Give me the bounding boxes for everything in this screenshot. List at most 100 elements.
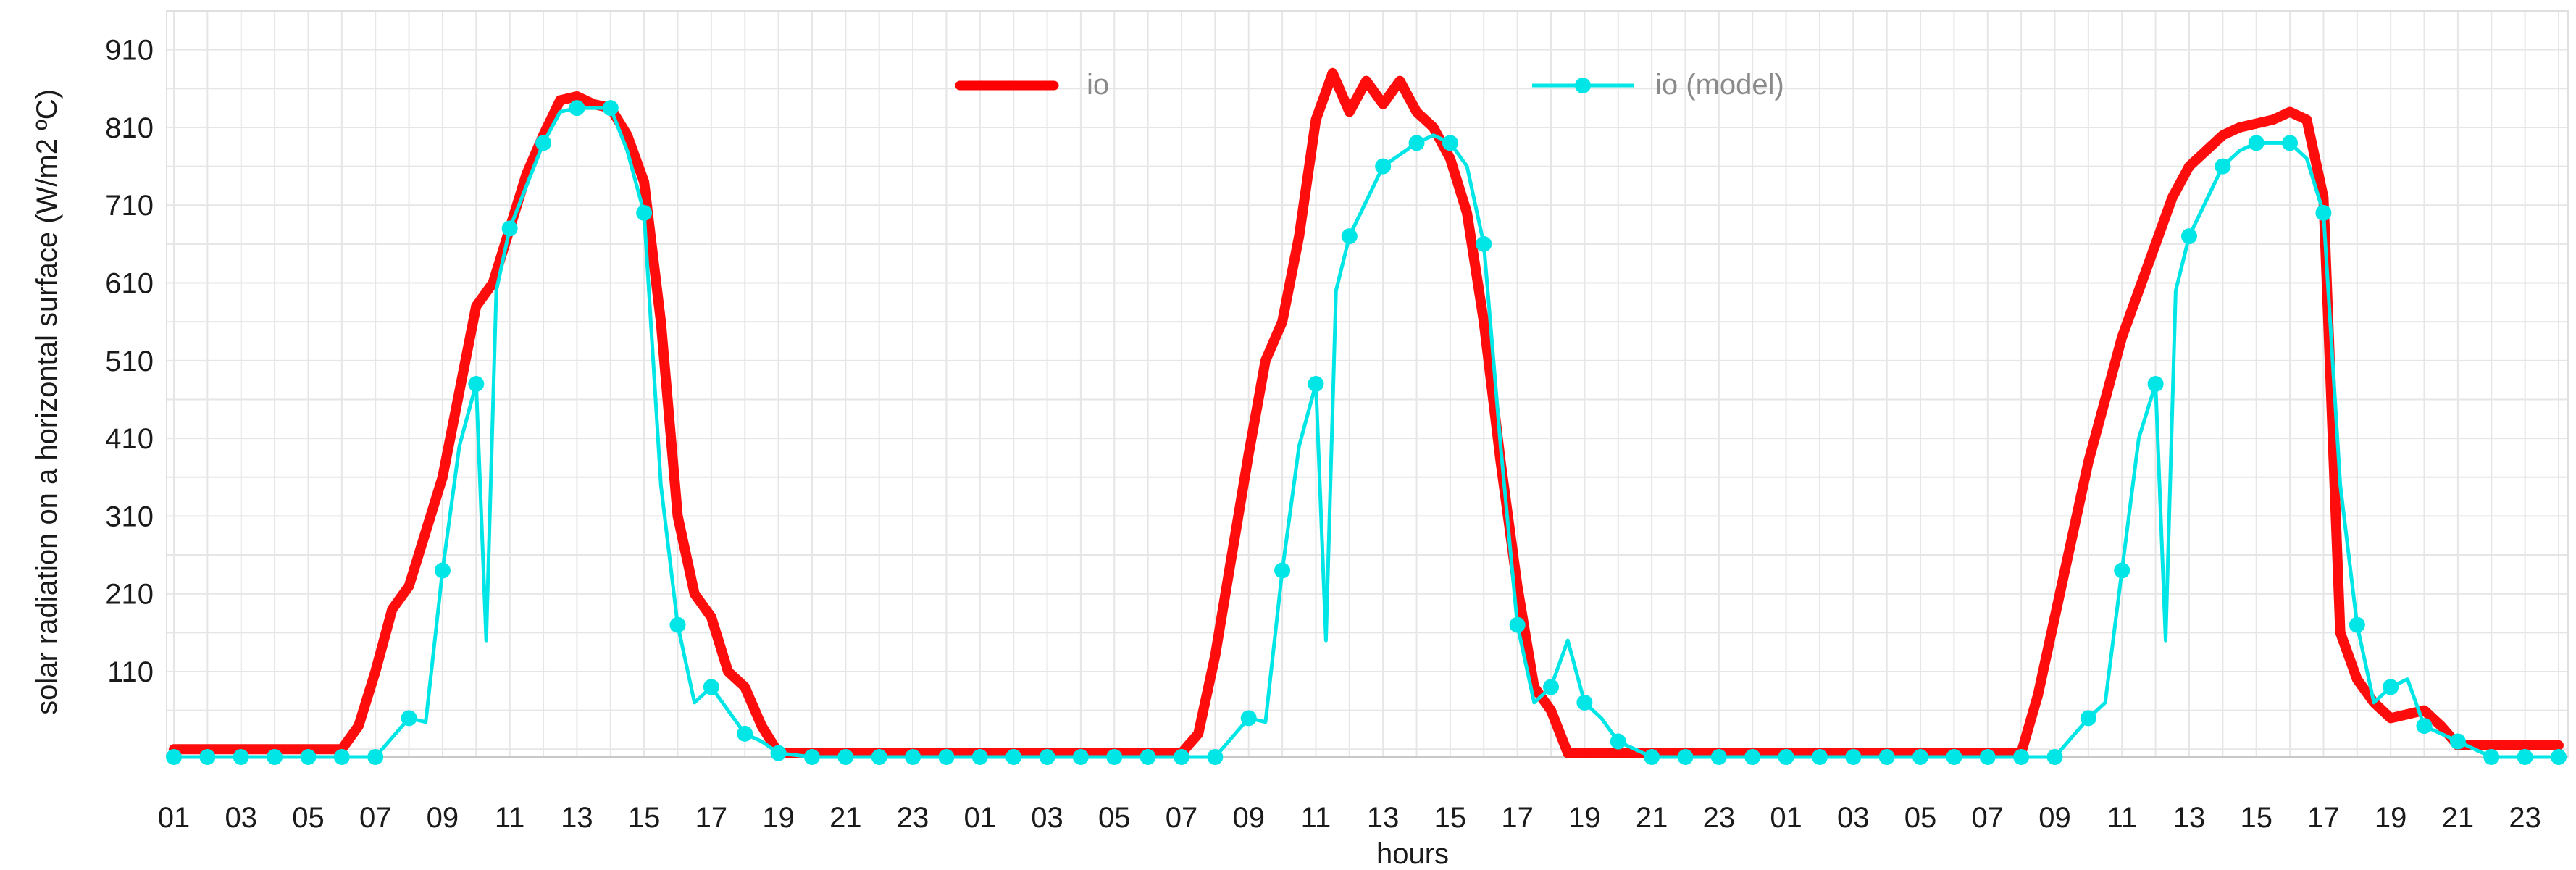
x-tick-label: 09 xyxy=(2038,802,2071,834)
x-tick-label: 03 xyxy=(1837,802,1870,834)
series-model-point xyxy=(2349,616,2365,633)
y-tick-label: 110 xyxy=(107,656,154,688)
series-model-point xyxy=(2483,749,2500,765)
legend: io io (model) xyxy=(955,69,1784,101)
series-model-point xyxy=(2315,204,2332,221)
x-tick-label: 13 xyxy=(2173,802,2206,834)
series-model-point xyxy=(1946,749,1962,765)
y-tick-label: 610 xyxy=(105,268,154,300)
legend-io-label: io xyxy=(1087,69,1109,101)
x-tick-label: 23 xyxy=(897,802,929,834)
x-tick-label: 07 xyxy=(1166,802,1198,834)
series-model-point xyxy=(1845,749,1862,765)
series-model-point xyxy=(837,749,854,765)
series-model-point xyxy=(1543,679,1560,695)
x-tick-label: 21 xyxy=(2442,802,2475,834)
y-tick-label: 510 xyxy=(105,346,154,377)
series-layer xyxy=(166,67,2567,765)
series-model-point xyxy=(1979,749,1996,765)
series-model-point xyxy=(1308,376,1324,392)
series-model-point xyxy=(1173,749,1189,765)
series-model-point xyxy=(1744,749,1761,765)
series-model-point xyxy=(1375,158,1392,175)
series-model-point xyxy=(971,749,988,765)
series-model-point xyxy=(2416,718,2433,735)
series-io-line xyxy=(169,67,2564,758)
x-tick-label: 11 xyxy=(2107,802,2137,834)
x-tick-label: 03 xyxy=(225,802,257,834)
series-model-point xyxy=(2551,749,2567,765)
series-model-point xyxy=(267,749,283,765)
x-tick-label: 19 xyxy=(762,802,795,834)
series-model-point xyxy=(2248,135,2265,151)
series-model-point xyxy=(333,749,350,765)
y-tick-label: 210 xyxy=(105,579,154,611)
series-model-point xyxy=(803,749,820,765)
x-tick-label: 05 xyxy=(292,802,325,834)
x-tick-label: 21 xyxy=(1636,802,1668,834)
x-tick-label: 09 xyxy=(1232,802,1265,834)
series-model-point xyxy=(737,725,753,742)
x-tick-label: 13 xyxy=(1367,802,1400,834)
x-tick-label: 05 xyxy=(1904,802,1937,834)
y-tick-label: 310 xyxy=(105,501,154,532)
series-model-point xyxy=(1139,749,1156,765)
y-tick-label: 410 xyxy=(105,423,154,455)
legend-model-label: io (model) xyxy=(1655,69,1784,101)
series-model-point xyxy=(501,220,518,237)
series-model-point xyxy=(1811,749,1828,765)
y-tick-label: 710 xyxy=(105,190,154,222)
series-model-point xyxy=(871,749,887,765)
series-model-point xyxy=(1710,749,1727,765)
x-tick-label: 15 xyxy=(628,802,661,834)
series-model-point xyxy=(166,749,182,765)
series-model-point xyxy=(1610,733,1626,750)
series-model-point xyxy=(602,100,619,117)
x-tick-label: 07 xyxy=(359,802,392,834)
series-model-point xyxy=(535,135,552,151)
series-model-point xyxy=(1341,228,1358,245)
x-tick-label: 01 xyxy=(1770,802,1802,834)
plot-frame xyxy=(166,10,2569,758)
x-tick-label: 11 xyxy=(1301,802,1331,834)
series-model-point xyxy=(1576,694,1593,711)
grid xyxy=(166,10,2569,758)
series-model-point xyxy=(636,204,653,221)
series-model-point xyxy=(1677,749,1694,765)
series-model-point xyxy=(2080,710,2096,727)
series-model-point xyxy=(905,749,921,765)
series-model-point xyxy=(401,710,417,727)
series-model-point xyxy=(2215,158,2231,175)
x-tick-label: 17 xyxy=(2307,802,2340,834)
series-model-point xyxy=(1476,235,1492,252)
series-model-point xyxy=(199,749,216,765)
y-tick-label: 910 xyxy=(105,35,154,67)
x-tick-label: 19 xyxy=(1568,802,1601,834)
x-tick-labels: 01 03 05 07 09 11 13 15 17 19 21 23 01 03 05 07 09 11 13 15… xyxy=(158,802,2541,834)
x-tick-label: 21 xyxy=(829,802,862,834)
x-tick-label: 01 xyxy=(964,802,997,834)
x-tick-label: 23 xyxy=(2509,802,2541,834)
x-tick-label: 15 xyxy=(2240,802,2272,834)
x-tick-label: 23 xyxy=(1703,802,1736,834)
series-model-point xyxy=(1207,749,1224,765)
x-tick-label: 05 xyxy=(1098,802,1131,834)
series-model-point xyxy=(434,562,451,579)
legend-model-marker xyxy=(1575,78,1591,93)
series-model-point xyxy=(233,749,249,765)
x-axis-title: hours xyxy=(1376,838,1449,870)
x-tick-label: 17 xyxy=(1501,802,1534,834)
series-model-point xyxy=(468,376,485,392)
series-model-point xyxy=(669,616,686,633)
series-model-point xyxy=(2046,749,2063,765)
series-model-point xyxy=(1878,749,1895,765)
series-model-point xyxy=(2180,228,2197,245)
series-model-point xyxy=(1442,135,1458,151)
y-axis-title: solar radiation on a horizontal surface … xyxy=(31,89,63,715)
series-model-point xyxy=(1039,749,1055,765)
series-model-point xyxy=(703,679,719,695)
series-model-point xyxy=(569,100,585,117)
series-model-point xyxy=(2383,679,2399,695)
